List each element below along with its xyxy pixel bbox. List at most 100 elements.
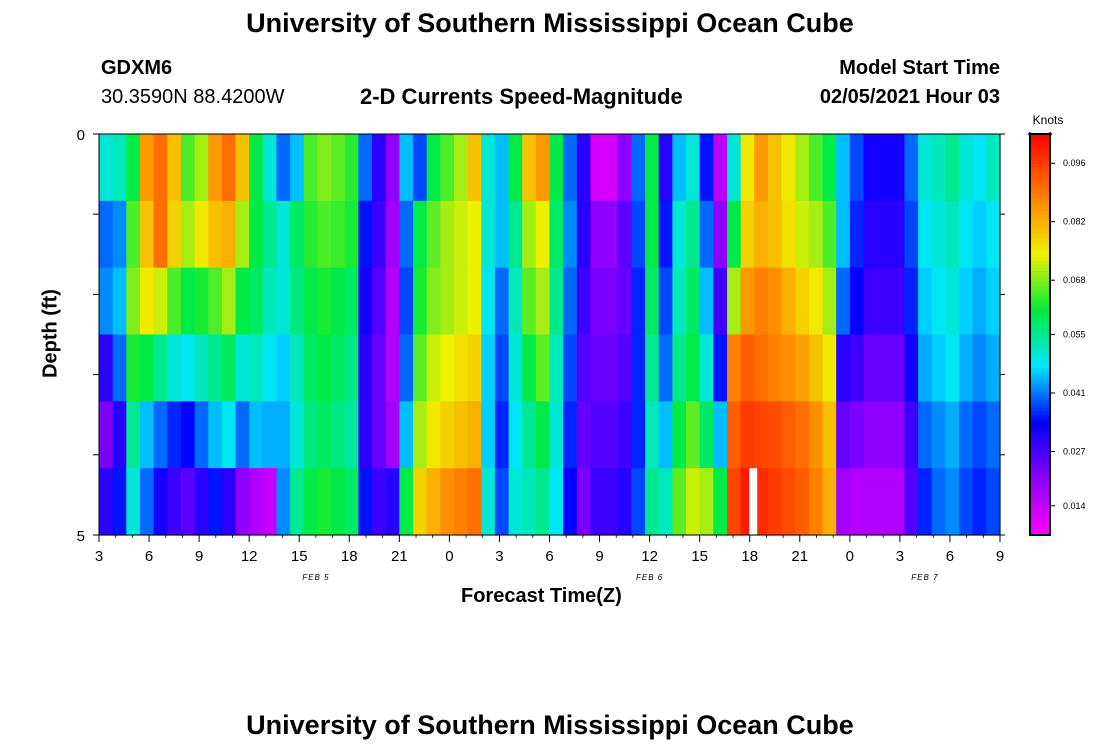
heatmap-cell — [877, 200, 892, 269]
colorbar-segment — [1030, 347, 1050, 352]
heatmap-cell — [317, 267, 332, 336]
heatmap-cell — [440, 468, 455, 536]
heatmap-cell — [877, 401, 892, 469]
heatmap-cell — [194, 401, 209, 469]
x-tick-label: 9 — [595, 548, 603, 565]
heatmap-cell — [167, 401, 182, 469]
colorbar-segment — [1030, 381, 1050, 386]
heatmap-cell — [576, 267, 592, 336]
colorbar-segment — [1030, 408, 1050, 412]
heatmap-cell — [221, 134, 237, 202]
heatmap-cell — [494, 401, 510, 469]
x-axis-label: Forecast Time(Z) — [461, 585, 622, 607]
colorbar-segment — [1030, 404, 1050, 409]
colorbar-segment — [1030, 321, 1050, 325]
heatmap-cell — [754, 267, 769, 336]
heatmap-cell — [440, 200, 455, 269]
heatmap-cell — [740, 267, 755, 336]
colorbar-segment — [1030, 431, 1050, 436]
heatmap-cell — [112, 334, 127, 402]
heatmap-cell — [672, 334, 687, 402]
x-tick-label: 15 — [291, 548, 308, 565]
heatmap-cell — [399, 134, 414, 202]
heatmap-cell — [631, 401, 646, 469]
heatmap-cell — [726, 401, 742, 469]
heatmap-cell — [549, 267, 564, 336]
heatmap-cell — [372, 134, 387, 202]
heatmap-cell — [849, 267, 865, 336]
heatmap-cell — [590, 468, 605, 536]
heatmap-cell — [686, 200, 701, 269]
heatmap-cell — [139, 401, 155, 469]
heatmap-cell — [412, 200, 428, 269]
heatmap-cell — [412, 267, 428, 336]
heatmap-cell — [208, 334, 223, 402]
colorbar-segment — [1030, 327, 1050, 332]
heatmap-cell — [290, 401, 305, 469]
colorbar-segment — [1030, 271, 1050, 275]
heatmap-cell — [822, 134, 837, 202]
heatmap-cell — [385, 200, 400, 269]
heatmap-cell — [249, 468, 264, 536]
heatmap-cell — [303, 401, 319, 469]
colorbar-segment — [1030, 284, 1050, 289]
colorbar-segment — [1030, 157, 1050, 162]
colorbar-tick-label: 0.027 — [1063, 446, 1086, 456]
heatmap-cell — [890, 267, 906, 336]
heatmap-cell — [699, 200, 714, 269]
heatmap-cell — [290, 334, 305, 402]
heatmap-cell — [426, 401, 441, 469]
heatmap-cell — [535, 267, 551, 336]
colorbar-segment — [1030, 177, 1050, 182]
heatmap-cell — [99, 267, 114, 336]
heatmap-cell — [358, 134, 373, 202]
x-tick-label: 15 — [691, 548, 708, 565]
heatmap-cell — [331, 468, 346, 536]
colorbar-segment — [1030, 331, 1050, 335]
colorbar-segment — [1030, 411, 1050, 416]
heatmap-cell — [508, 401, 523, 469]
heatmap-cell — [972, 267, 987, 336]
heatmap-cell — [235, 200, 250, 269]
heatmap-cell — [945, 267, 960, 336]
heatmap-cell — [303, 267, 319, 336]
heatmap-cell — [167, 200, 182, 269]
heatmap-cell — [877, 334, 892, 402]
colorbar-segment — [1030, 451, 1050, 456]
heatmap-cell — [617, 401, 633, 469]
heatmap-cell — [99, 200, 114, 269]
x-tick-label: 3 — [495, 548, 503, 565]
heatmap-cell — [959, 134, 974, 202]
heatmap-cell — [945, 134, 960, 202]
heatmap-cell — [918, 334, 933, 402]
colorbar-segment — [1030, 377, 1050, 382]
colorbar-unit: Knots — [1033, 113, 1064, 127]
heatmap-cell — [208, 401, 223, 469]
heatmap-cell — [276, 267, 291, 336]
colorbar-segment — [1030, 371, 1050, 376]
heatmap-cell — [481, 334, 496, 402]
heatmap-cell — [863, 401, 878, 469]
heatmap-cell — [331, 200, 346, 269]
colorbar-segment — [1030, 337, 1050, 342]
heatmap-cell — [235, 134, 250, 202]
colorbar-segment — [1030, 187, 1050, 192]
heatmap-cell — [440, 267, 455, 336]
heatmap-cell — [139, 334, 155, 402]
colorbar-segment — [1030, 267, 1050, 272]
heatmap-cell — [522, 134, 537, 202]
heatmap-cell — [194, 134, 209, 202]
heatmap-cell — [167, 267, 182, 336]
heatmap-cell — [180, 334, 196, 402]
heatmap-cell — [453, 267, 469, 336]
heatmap-cell — [139, 267, 155, 336]
heatmap-cell — [808, 200, 824, 269]
heatmap-cell — [494, 267, 510, 336]
heatmap-cell — [713, 200, 728, 269]
heatmap-cell — [385, 468, 400, 536]
heatmap-cell — [836, 200, 851, 269]
heatmap-cell — [290, 267, 305, 336]
heatmap-cell — [235, 334, 250, 402]
x-tick-label: 6 — [145, 548, 153, 565]
heatmap-cell — [276, 200, 291, 269]
